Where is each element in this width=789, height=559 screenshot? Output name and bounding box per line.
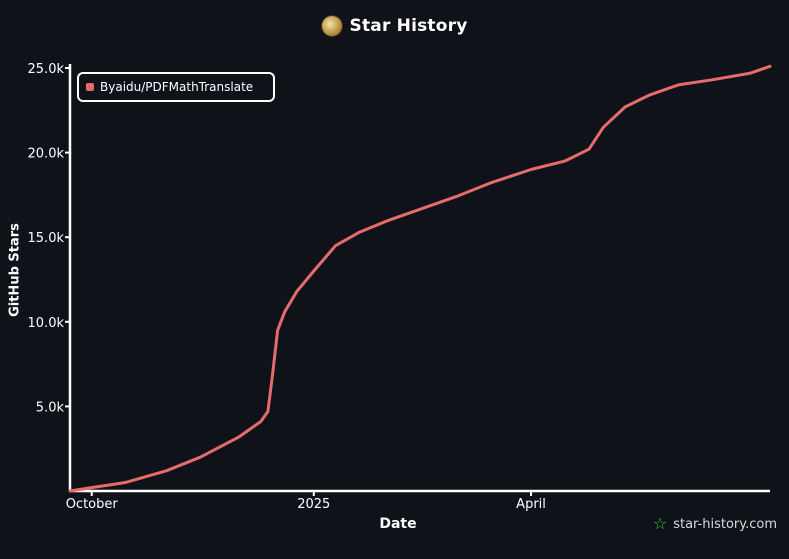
x-tick-label: April: [516, 497, 546, 512]
y-tick-label: 25.0k: [28, 62, 65, 77]
chart-title: Star History: [349, 16, 468, 36]
star-icon: ☆: [652, 514, 668, 533]
x-axis-label: Date: [379, 516, 417, 532]
tick-labels: 5.0k 10.0k 15.0k 20.0k 25.0k October 2025 April: [28, 62, 546, 512]
y-tick-label: 10.0k: [28, 316, 65, 331]
y-tick-label: 20.0k: [28, 147, 65, 162]
chart-header: Star History: [0, 16, 789, 36]
legend-swatch: [86, 83, 94, 91]
axes: [65, 64, 770, 496]
legend-label: Byaidu/PDFMathTranslate: [100, 80, 254, 94]
watermark[interactable]: ☆ star-history.com: [653, 516, 777, 532]
y-tick-label: 15.0k: [28, 231, 65, 246]
y-axis-label: GitHub Stars: [7, 223, 23, 317]
series-line: [68, 64, 772, 493]
series-layer: [68, 64, 772, 493]
x-tick-label: October: [66, 497, 119, 512]
legend: Byaidu/PDFMathTranslate: [77, 72, 275, 102]
watermark-text: star-history.com: [673, 516, 777, 532]
repo-avatar-icon: [321, 16, 342, 36]
y-tick-label: 5.0k: [36, 400, 65, 415]
x-tick-label: 2025: [297, 497, 330, 512]
